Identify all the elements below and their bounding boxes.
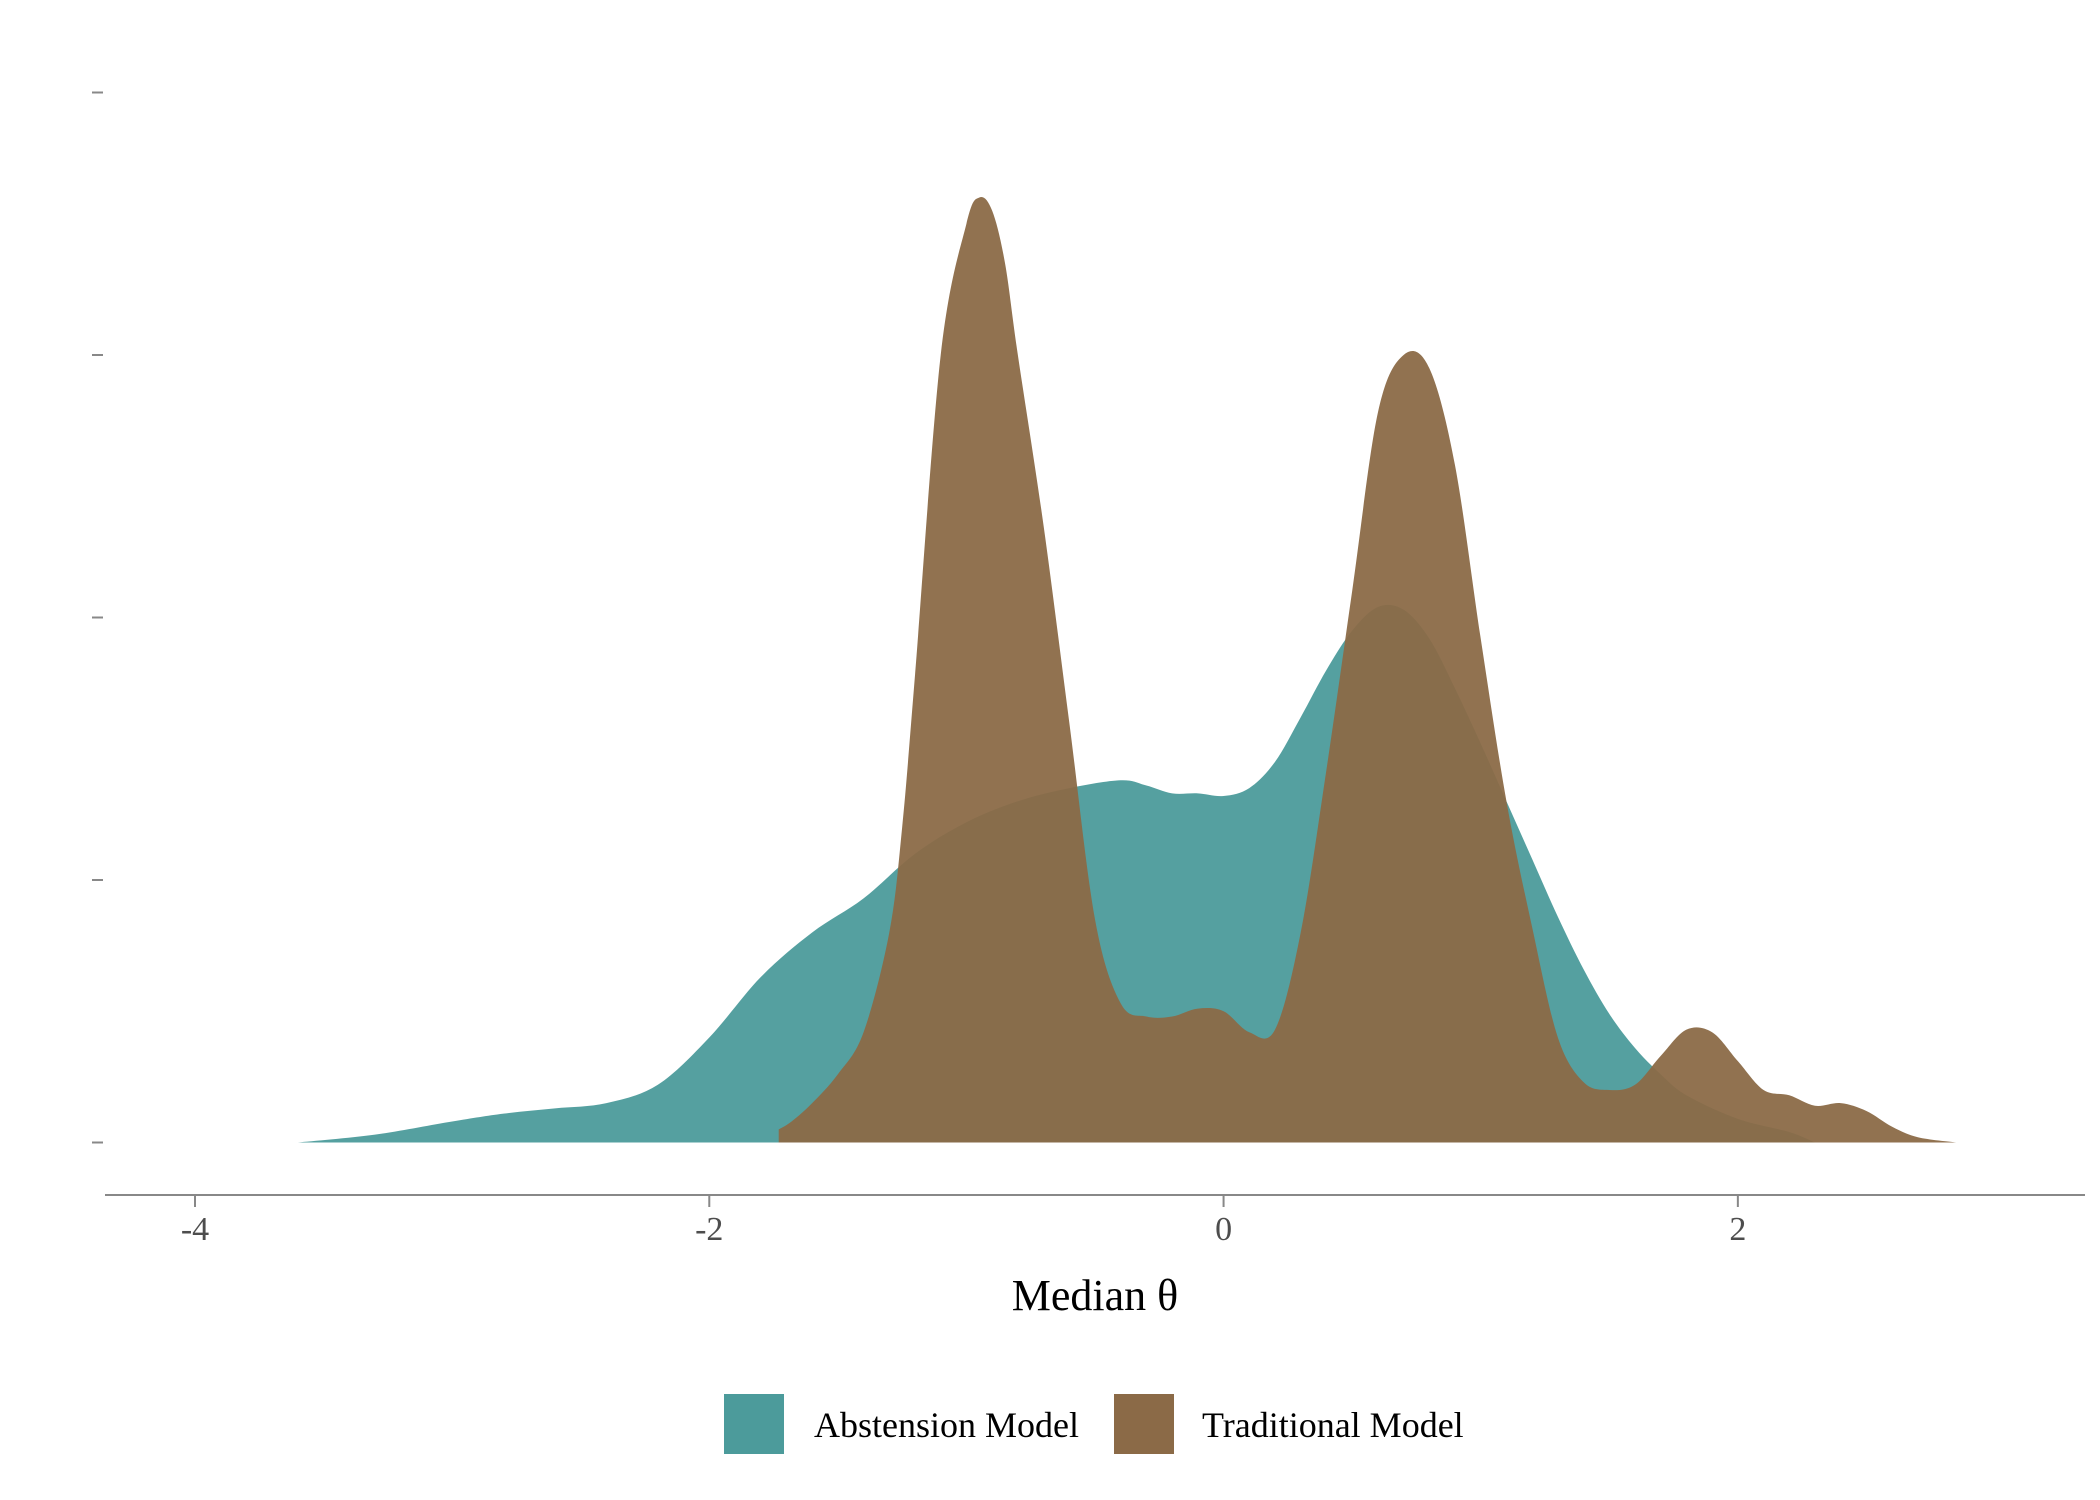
legend: Abstension Model Traditional Model xyxy=(724,1394,1464,1454)
density-area-traditional-model xyxy=(778,196,1957,1143)
x-tick-label: -2 xyxy=(695,1211,723,1248)
density-areas xyxy=(297,196,1957,1143)
x-axis-title: Median θ xyxy=(1012,1271,1178,1320)
x-tick-label: 2 xyxy=(1729,1211,1746,1248)
legend-label-traditional-model: Traditional Model xyxy=(1202,1405,1464,1445)
x-tick-label: 0 xyxy=(1215,1211,1232,1248)
y-axis-ticks xyxy=(92,91,103,1144)
legend-label-abstension-model: Abstension Model xyxy=(814,1405,1079,1445)
x-tick-label: -4 xyxy=(181,1211,209,1248)
x-axis-ticks: -4 -2 0 2 xyxy=(181,1195,1746,1248)
legend-key-abstension-model xyxy=(724,1394,784,1454)
legend-key-traditional-model xyxy=(1114,1394,1174,1454)
